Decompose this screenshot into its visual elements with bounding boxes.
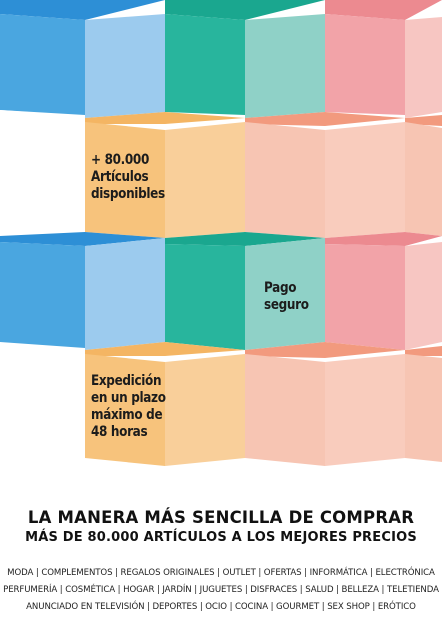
cube-peach-edge-row4: [405, 346, 442, 462]
cube-teal-top: [165, 0, 325, 118]
cube-blue-top-left: [0, 0, 165, 118]
headline-subtitle: MÁS DE 80.000 ARTÍCULOS A LOS MEJORES PR…: [25, 530, 417, 545]
feature-payment-text: Pago seguro: [264, 280, 309, 313]
headline-title: LA MANERA MÁS SENCILLA DE COMPRAR: [27, 508, 415, 527]
categories-line-2: PERFUMERÍA | COSMÉTICA | HOGAR | JARDÍN …: [3, 585, 439, 595]
cube-peach-edge-row2: [405, 115, 442, 236]
cube-orange-row4: [85, 342, 245, 466]
feature-articles-text: + 80.000 Artículos disponibles: [91, 152, 165, 202]
cube-blue-row3: [0, 232, 165, 350]
categories-line-1: MODA | COMPLEMENTOS | REGALOS ORIGINALES…: [7, 568, 435, 578]
cube-peach-row4: [245, 342, 405, 466]
feature-shipping-text: Expedición en un plazo máximo de 48 hora…: [91, 373, 166, 440]
categories-line-3: ANUNCIADO EN TELEVISIÓN | DEPORTES | OCI…: [26, 602, 416, 612]
cube-peach-row2: [245, 112, 405, 238]
cube-pattern-graphic: [0, 0, 442, 466]
cube-orange-row2: [85, 112, 245, 238]
cube-pink-top: [325, 0, 442, 118]
cube-teal-row3: [165, 232, 325, 350]
cube-pink-row3: [325, 232, 442, 350]
